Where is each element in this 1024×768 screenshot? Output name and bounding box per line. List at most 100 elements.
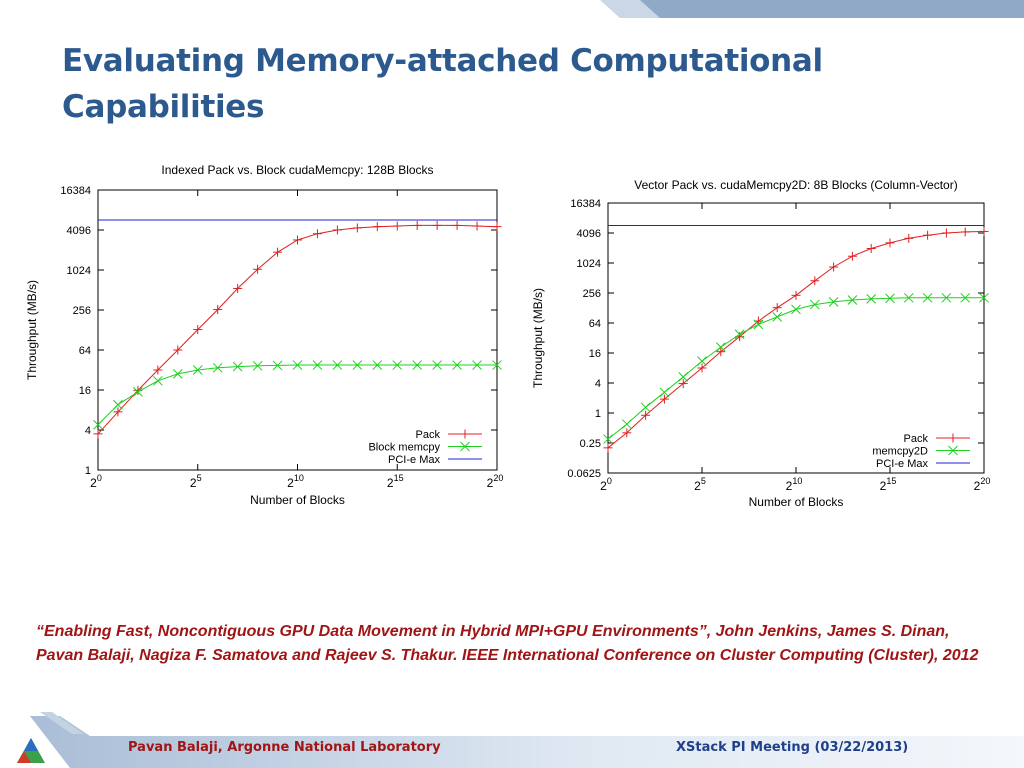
data-point: [603, 443, 613, 453]
data-point: [312, 360, 323, 370]
data-point: [678, 379, 688, 389]
data-point: [472, 360, 482, 370]
y-tick-label: 0.25: [580, 438, 601, 450]
y-tick-label: 64: [79, 345, 91, 357]
data-point: [193, 325, 203, 335]
y-tick-label: 4096: [67, 225, 91, 237]
data-point: [979, 226, 989, 236]
x-tick-base: 2: [190, 476, 197, 490]
data-point: [791, 304, 801, 315]
series-line-pack: [607, 231, 985, 449]
y-tick-label: 1: [595, 408, 601, 420]
data-point: [233, 283, 243, 293]
data-point: [432, 360, 443, 370]
data-point: [452, 220, 462, 230]
data-point: [659, 387, 670, 398]
data-point: [829, 262, 839, 272]
data-point: [93, 419, 103, 430]
legend-label: Block memcpy: [368, 442, 440, 454]
data-point: [941, 228, 951, 238]
data-point: [866, 294, 877, 304]
x-tick-base: 2: [974, 479, 981, 493]
y-tick-label: 4: [595, 378, 601, 390]
x-tick-exponent: 5: [701, 476, 706, 486]
data-point: [697, 363, 707, 373]
y-tick-label: 16: [589, 348, 601, 360]
footer-author: Pavan Balaji, Argonne National Laborator…: [128, 740, 441, 755]
x-tick-label: 25: [190, 473, 202, 490]
data-point: [352, 223, 362, 233]
y-tick-label: 256: [583, 288, 601, 300]
data-point: [772, 303, 782, 313]
x-tick-base: 2: [287, 476, 294, 490]
data-point: [847, 295, 858, 305]
data-point: [492, 222, 502, 232]
x-tick-label: 20: [90, 473, 102, 490]
y-tick-label: 4: [85, 425, 91, 437]
legend-marker: [948, 433, 958, 443]
x-tick-exponent: 0: [607, 476, 612, 486]
x-tick-exponent: 20: [493, 473, 503, 483]
data-point: [828, 297, 839, 307]
data-point: [960, 227, 970, 237]
x-tick-label: 210: [287, 473, 304, 490]
data-point: [923, 230, 933, 240]
legend-marker: [460, 429, 470, 439]
top-decorative-bar: [600, 0, 1024, 18]
data-point: [432, 220, 442, 230]
footer-meeting: XStack PI Meeting (03/22/2013): [676, 740, 909, 755]
x-tick-label: 220: [974, 476, 991, 493]
data-point: [622, 428, 632, 438]
y-tick-label: 16384: [570, 198, 601, 210]
data-point: [678, 372, 689, 382]
data-point: [113, 399, 123, 410]
data-point: [866, 244, 876, 254]
x-tick-base: 2: [387, 476, 394, 490]
x-tick-exponent: 15: [886, 476, 896, 486]
x-tick-exponent: 20: [980, 476, 990, 486]
argonne-logo-icon: [17, 738, 45, 763]
footer-band: [30, 712, 1024, 768]
data-point: [273, 247, 283, 257]
data-point: [253, 264, 263, 274]
x-tick-label: 210: [786, 476, 803, 493]
data-point: [172, 368, 183, 379]
x-tick-base: 2: [487, 476, 494, 490]
data-point: [372, 360, 383, 370]
data-point: [192, 365, 203, 375]
data-point: [332, 225, 342, 235]
x-axis-label: Number of Blocks: [749, 495, 844, 509]
plot-frame: [97, 189, 498, 471]
data-point: [659, 394, 669, 404]
legend-label: PCI-e Max: [876, 458, 928, 470]
y-tick-label: 4096: [577, 228, 601, 240]
x-tick-exponent: 10: [792, 476, 802, 486]
data-point: [252, 360, 263, 371]
page-title: Evaluating Memory-attached Computational…: [62, 43, 823, 125]
data-point: [412, 220, 422, 230]
y-tick-label: 16384: [60, 185, 91, 197]
data-point: [173, 345, 183, 355]
data-point: [809, 299, 820, 310]
chart-vector-pack: Vector Pack vs. cudaMemcpy2D: 8B Blocks …: [531, 178, 991, 509]
chart-title: Indexed Pack vs. Block cudaMemcpy: 128B …: [161, 163, 433, 177]
data-point: [715, 342, 726, 352]
data-point: [847, 251, 857, 261]
data-point: [152, 375, 163, 386]
y-axis-label: Throughput (MB/s): [25, 280, 39, 380]
y-tick-label: 1024: [67, 265, 91, 277]
data-point: [452, 360, 462, 370]
x-tick-label: 20: [600, 476, 612, 493]
data-point: [232, 361, 243, 372]
x-tick-base: 2: [694, 479, 701, 493]
data-point: [332, 360, 343, 370]
y-tick-label: 64: [589, 318, 601, 330]
data-point: [133, 387, 143, 397]
data-point: [292, 360, 303, 370]
x-tick-label: 215: [880, 476, 897, 493]
data-point: [697, 356, 707, 366]
data-point: [392, 221, 402, 231]
data-point: [903, 292, 914, 303]
legend-marker: [948, 445, 958, 456]
data-point: [979, 292, 989, 303]
